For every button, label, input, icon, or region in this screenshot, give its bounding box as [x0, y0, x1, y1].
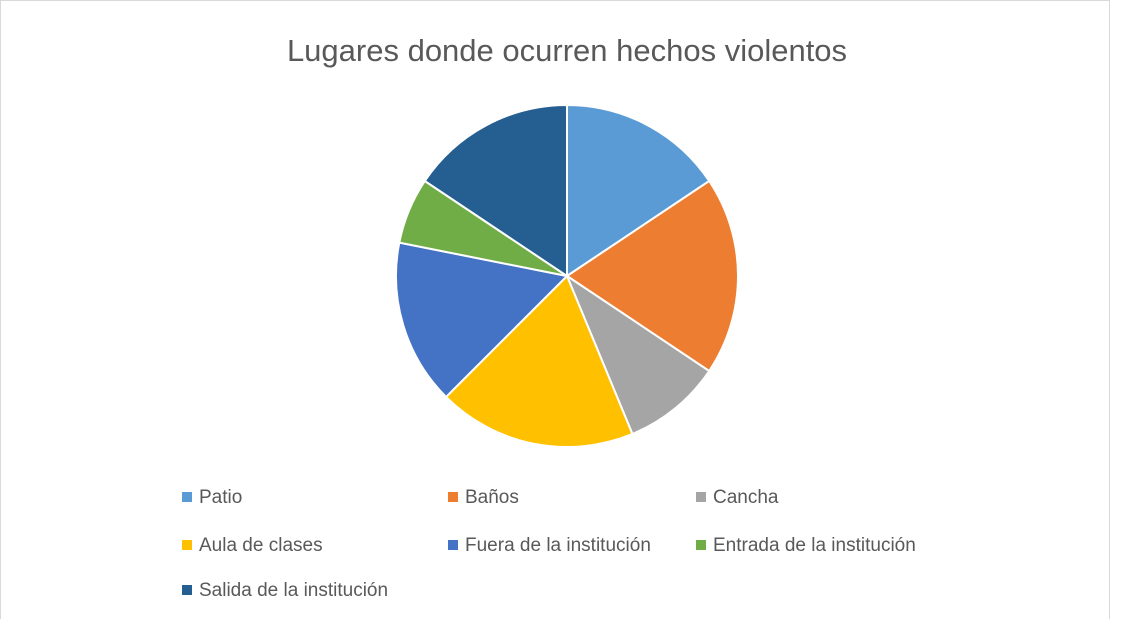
legend-label: Fuera de la institución — [465, 535, 651, 556]
pie-slice — [444, 274, 634, 448]
legend-label: Entrada de la institución — [713, 535, 916, 556]
pie-slice — [564, 273, 711, 436]
pie-slice — [423, 103, 568, 278]
legend-swatch — [182, 492, 192, 502]
legend-swatch — [182, 540, 192, 550]
legend-swatch — [696, 540, 706, 550]
legend-label: Patio — [199, 487, 242, 508]
legend-swatch — [448, 540, 458, 550]
pie-slice — [565, 179, 739, 373]
legend-label: Salida de la institución — [199, 580, 388, 601]
pie-slice — [395, 241, 570, 399]
legend-swatch — [696, 492, 706, 502]
legend-swatch — [448, 492, 458, 502]
legend-label: Cancha — [713, 487, 779, 508]
chart-title: Lugares donde ocurren hechos violentos — [287, 33, 847, 68]
pie-slice — [566, 103, 711, 278]
legend-label: Baños — [465, 487, 519, 508]
legend-swatch — [182, 585, 192, 595]
legend-label: Aula de clases — [199, 535, 323, 556]
